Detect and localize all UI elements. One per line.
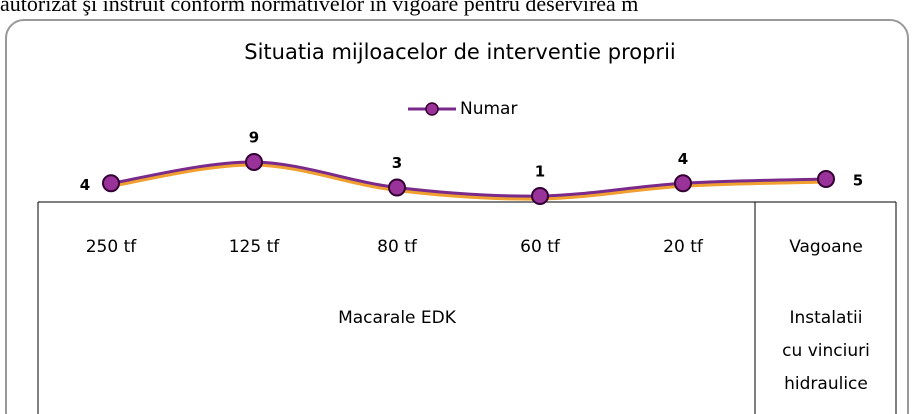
chart-frame <box>5 19 909 414</box>
point <box>817 170 835 188</box>
x-tick-label: 60 tf <box>520 237 561 257</box>
x-tick-label: 250 tf <box>86 237 138 257</box>
point <box>388 178 406 197</box>
x-tick-label: 80 tf <box>377 237 418 257</box>
header-text: autorizat şi instruit conform normativel… <box>0 0 638 16</box>
line-shadow <box>110 161 827 201</box>
legend-label: Numar <box>460 99 517 119</box>
point <box>531 187 549 205</box>
x-tick-label: 125 tf <box>229 237 281 257</box>
x-tick-label: Vagoane <box>789 237 863 257</box>
data-label: 4 <box>678 150 688 168</box>
data-label: 4 <box>80 176 90 194</box>
data-label: 5 <box>853 172 863 190</box>
data-label: 1 <box>535 163 545 181</box>
chart-title: Situatia mijloacelor de interventie prop… <box>244 40 675 64</box>
x-tick-label: 20 tf <box>663 237 704 257</box>
group-label: cu vinciuri <box>782 341 870 361</box>
series-line <box>110 160 827 198</box>
group-label: Instalatii <box>790 308 863 328</box>
group-label: hidraulice <box>784 374 868 394</box>
data-label: 3 <box>392 154 402 172</box>
point <box>245 153 263 171</box>
data-label: 9 <box>249 129 259 147</box>
group-label: Macarale EDK <box>338 308 457 328</box>
point <box>102 174 120 193</box>
point <box>674 174 692 193</box>
legend-marker <box>425 102 439 116</box>
